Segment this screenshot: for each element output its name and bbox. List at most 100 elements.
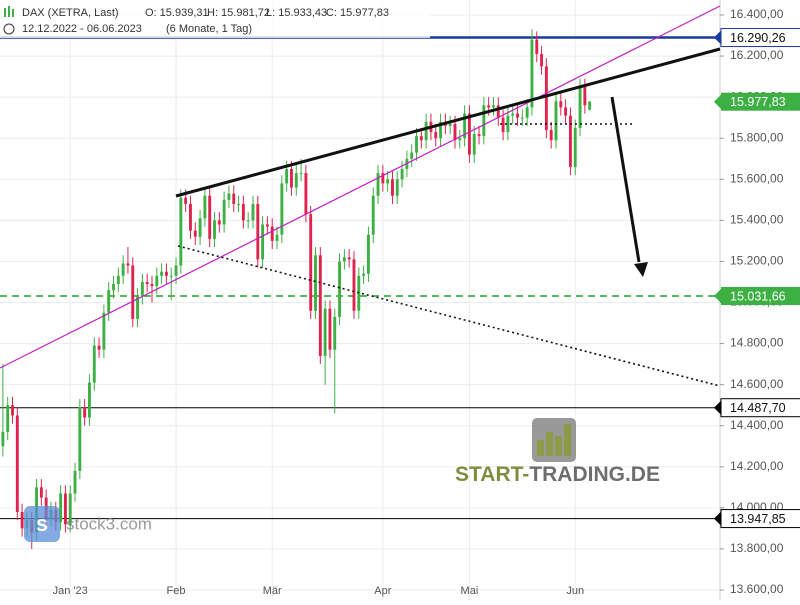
candle-body [299, 173, 303, 175]
low-value: L: 15.933,43 [266, 7, 327, 19]
support-line [177, 245, 721, 387]
candle-body [391, 179, 394, 196]
candle-body [400, 169, 404, 180]
arrow-shaft [610, 96, 641, 263]
candle-body [73, 470, 77, 494]
y-tick-label: 15.600,00 [730, 171, 784, 185]
price-tag-label: 16.290,26 [730, 31, 786, 45]
candle-body [439, 121, 443, 139]
candle-body [208, 195, 212, 239]
candle-body [472, 134, 476, 155]
candle-body [193, 230, 197, 237]
logo-text-a: START- [455, 463, 529, 486]
y-tick-label: 15.400,00 [730, 213, 784, 227]
candle-body [121, 263, 125, 276]
candle-body [237, 203, 240, 205]
arrow-head [634, 262, 648, 277]
price-tag-label: 14.487,70 [730, 401, 786, 415]
candle-body [477, 134, 481, 137]
candle-body [145, 281, 149, 285]
candle-body [68, 493, 72, 525]
candle-body [222, 199, 226, 225]
header-icon [4, 8, 6, 17]
x-tick-label: Mai [461, 585, 479, 597]
header-icon [8, 6, 10, 17]
x-tick-label: Mär [263, 585, 282, 597]
candle-body [150, 284, 154, 287]
candle-body [88, 382, 91, 418]
candle-body [376, 173, 380, 196]
period-note: (6 Monate, 1 Tag) [166, 23, 252, 35]
candle-body [246, 220, 250, 222]
candle-body [564, 107, 568, 116]
y-tick-label: 14.400,00 [730, 418, 784, 432]
candle-body [217, 220, 221, 225]
candle-body [573, 127, 577, 167]
logo-bar [546, 432, 553, 456]
candle-body [362, 273, 366, 276]
candle-body [520, 117, 524, 119]
y-tick-label: 13.600,00 [730, 582, 784, 596]
candle-body [20, 511, 24, 529]
candle-body [285, 169, 289, 184]
candle-body [381, 173, 385, 184]
logo-bar [537, 440, 544, 456]
close-value: C: 15.977,83 [326, 7, 389, 19]
start-trading-logo: START-TRADING.DE [455, 418, 660, 486]
candle-body [256, 203, 260, 260]
candle-body [97, 345, 101, 350]
stock3-text: stock3.com [66, 514, 152, 533]
candle-body [11, 405, 14, 416]
candle-body [112, 284, 115, 291]
candle-body [107, 290, 111, 313]
y-tick-label: 13.800,00 [730, 541, 784, 555]
price-tag-pointer [714, 400, 721, 415]
title: DAX (XETRA, Last) [22, 7, 119, 19]
header: DAX (XETRA, Last) O: 15.939,31 H: 15.981… [0, 0, 430, 38]
candle-body [496, 105, 500, 118]
candle-body [516, 113, 519, 118]
candle-body [583, 86, 587, 106]
candle-body [304, 173, 308, 215]
x-tick-label: Jun [566, 585, 584, 597]
price-tag-label: 15.977,83 [730, 95, 786, 109]
candle-body [314, 255, 317, 311]
logo-text-b: TRADING.DE [529, 463, 660, 486]
candle-body [169, 275, 173, 277]
candle-body [241, 203, 245, 221]
candle-body [559, 101, 563, 108]
candle-body [227, 193, 231, 200]
candle-body [338, 261, 342, 317]
y-tick-label: 15.800,00 [730, 130, 784, 144]
candle-body [179, 197, 183, 266]
candle-body [535, 39, 539, 55]
candle-body [280, 183, 284, 235]
candle-body [568, 115, 572, 167]
candle-body [525, 107, 529, 118]
candle-body [198, 218, 202, 237]
candles [1, 29, 592, 549]
candle-body [410, 152, 414, 159]
candle-body [15, 415, 19, 512]
candle-body [131, 265, 135, 319]
stock3-logo: s stock3.com [24, 506, 152, 542]
candle-body [83, 407, 87, 418]
candle-body [453, 123, 457, 141]
candle-body [102, 312, 106, 350]
candle-body [323, 308, 327, 356]
price-tag-pointer [714, 30, 721, 45]
candle-body [549, 130, 553, 141]
price-tag-pointer [714, 511, 721, 526]
price-tag-label: 15.031,66 [730, 289, 786, 303]
header-bg [0, 0, 430, 38]
candle-body [487, 105, 491, 108]
candle-body [232, 193, 236, 204]
price-tag [721, 92, 800, 111]
candle-body [164, 271, 168, 276]
candle-body [530, 39, 534, 108]
candle-body [203, 195, 207, 219]
candle-body [265, 224, 269, 227]
candle-body [463, 113, 467, 139]
